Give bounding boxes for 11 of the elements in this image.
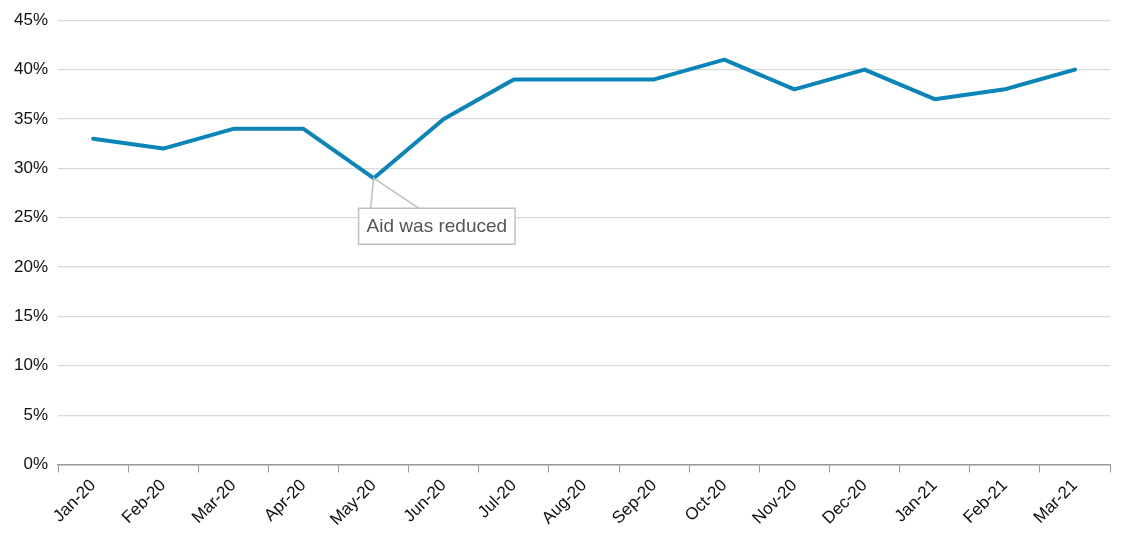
y-tick-label: 40%	[13, 59, 49, 79]
y-tick-label: 20%	[13, 256, 49, 276]
y-tick-label: 30%	[13, 157, 49, 177]
annotation: Aid was reduced	[366, 215, 508, 237]
y-tick-label: 5%	[23, 404, 49, 424]
y-tick-label: 0%	[23, 454, 49, 474]
y-tick-label: 15%	[13, 306, 49, 326]
y-tick-label: 25%	[13, 207, 49, 227]
y-tick-label: 45%	[13, 9, 49, 29]
y-tick-label: 35%	[13, 108, 49, 128]
y-tick-label: 10%	[13, 355, 49, 375]
